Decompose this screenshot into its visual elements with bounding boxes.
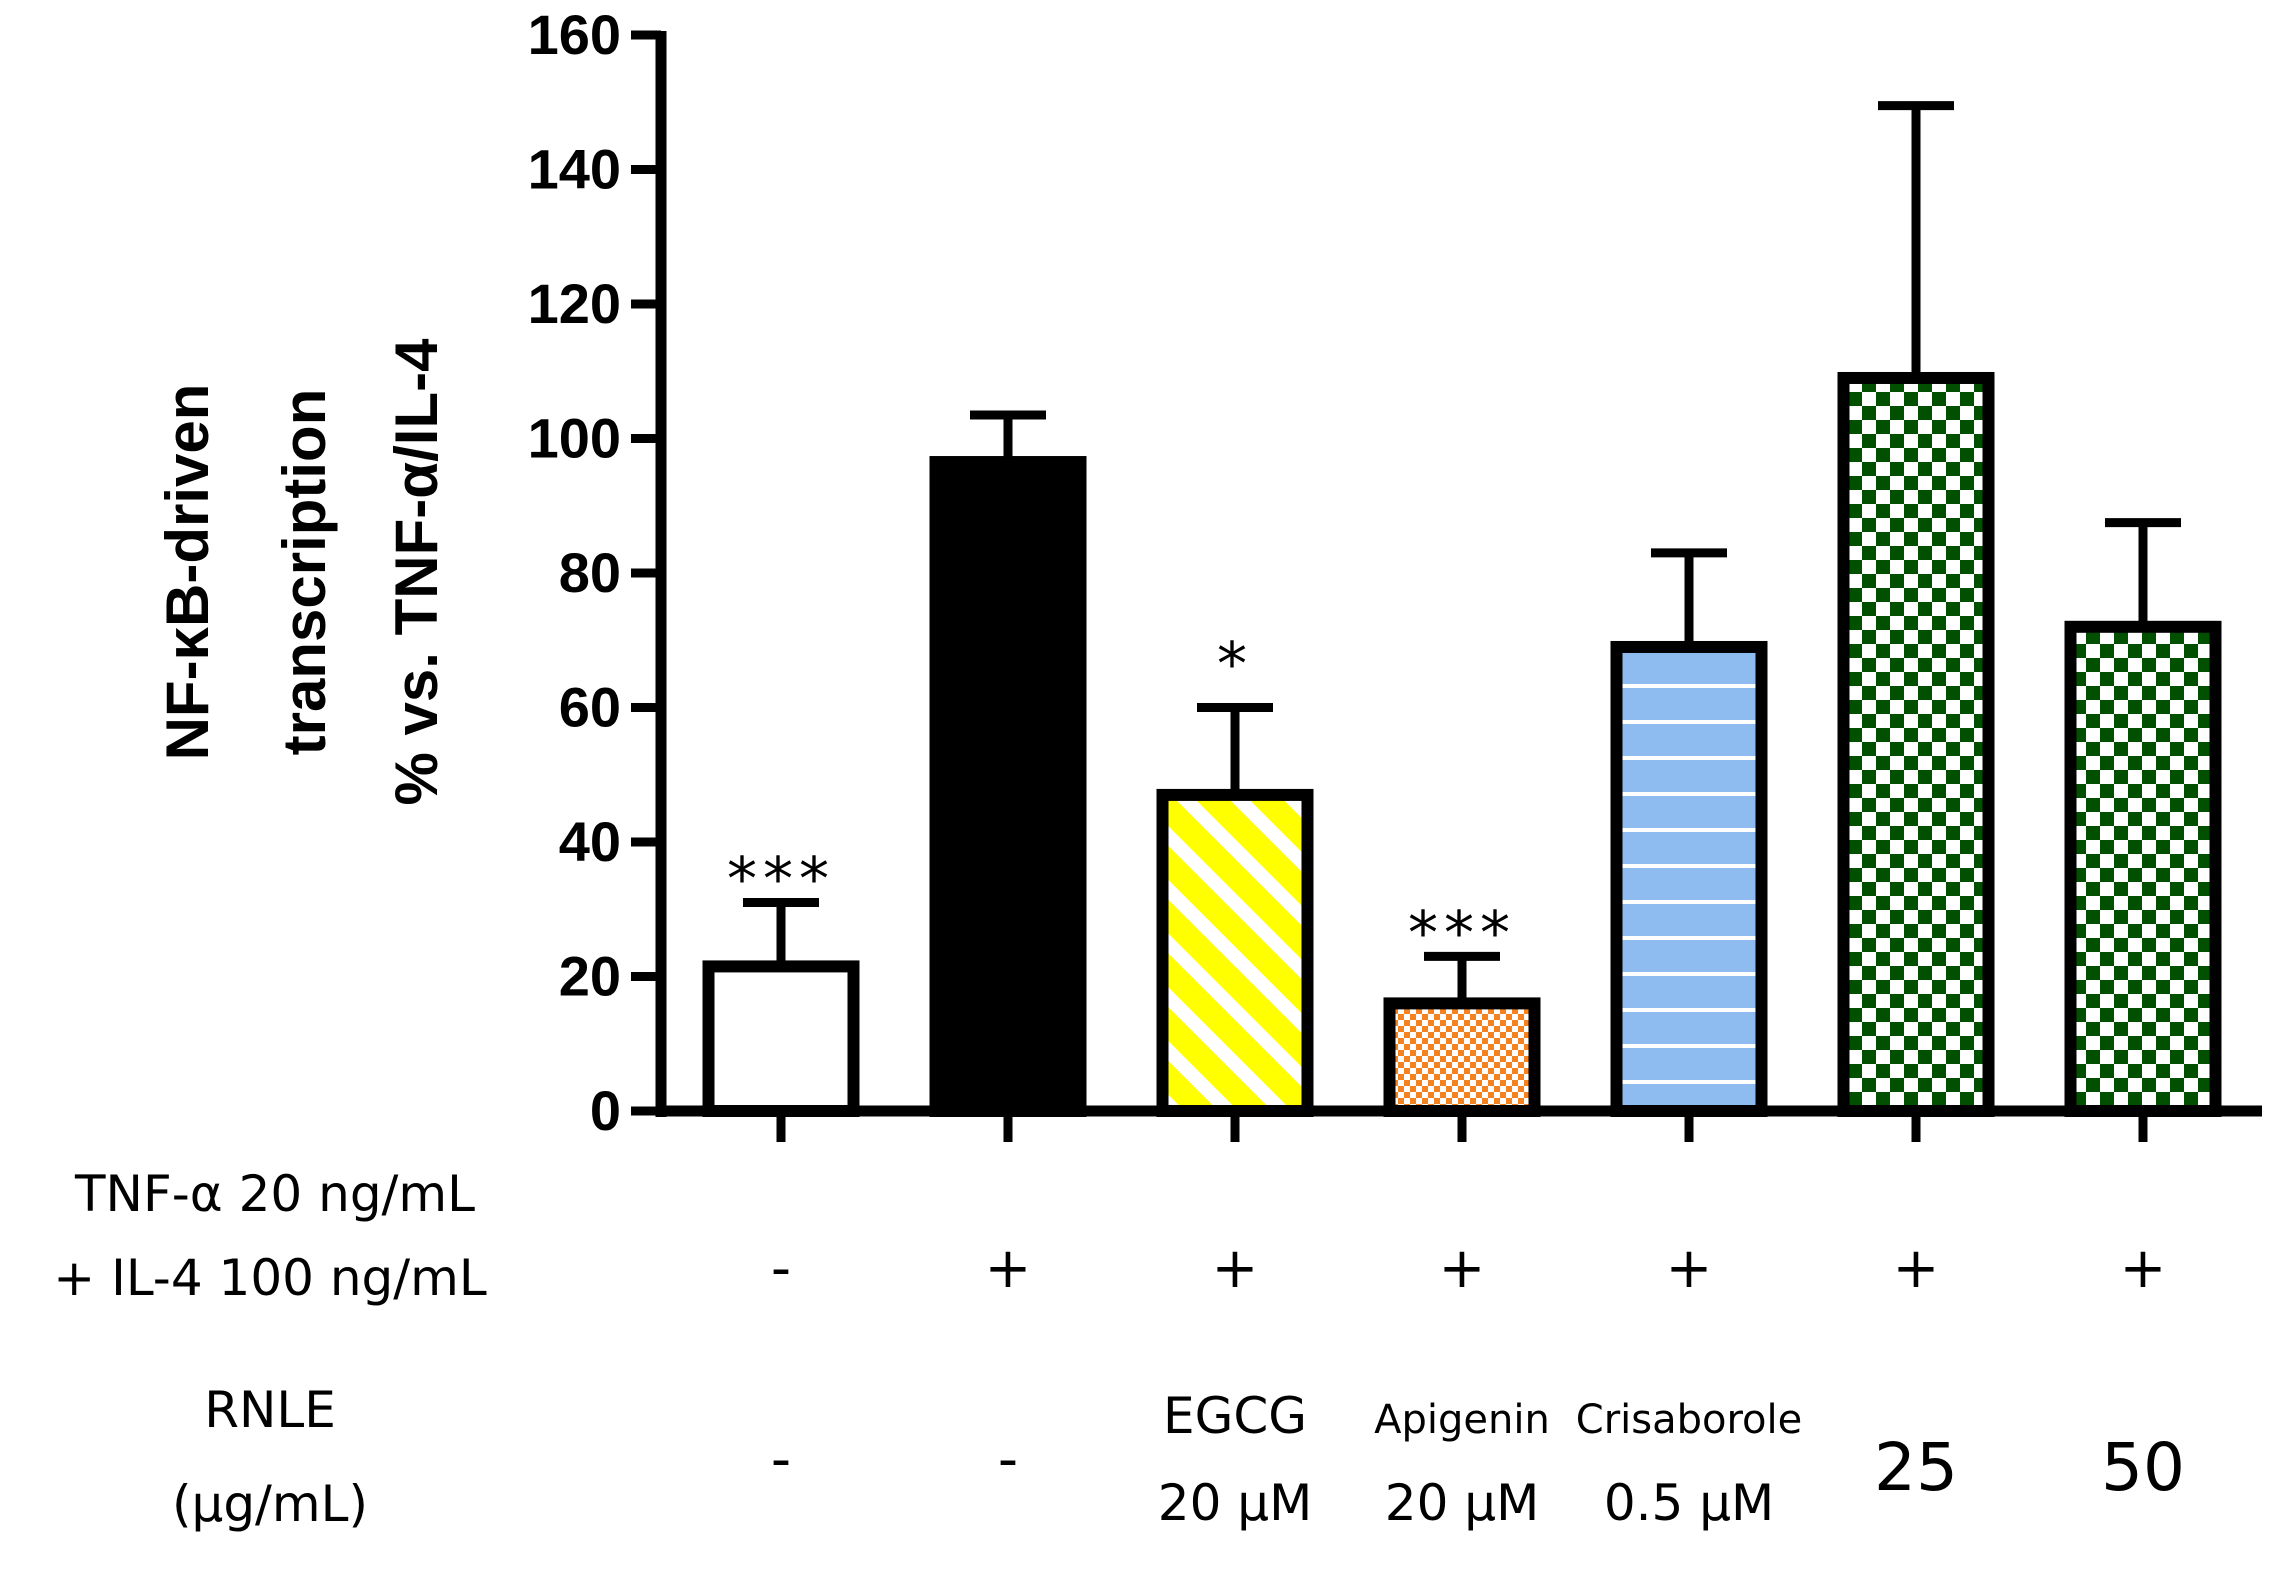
y-tick-label: 140 [528,138,621,201]
y-tick-label: 80 [559,541,621,604]
y-tick-label: 40 [559,810,621,873]
bar [1610,640,1768,1117]
row2-value: 25 [1874,1429,1958,1506]
bar [1156,788,1314,1117]
y-tick-label: 120 [528,272,621,335]
significance-label: *** [1408,898,1516,968]
bar [1837,371,1995,1118]
row1-label-line2: + IL-4 100 ng/mL [53,1249,487,1307]
row2-label-line2: (µg/mL) [172,1475,368,1533]
row2-label-line1: RNLE [204,1381,336,1439]
row1-value: + [985,1236,1032,1301]
y-axis-label-line: NF-κB-driven [154,384,221,761]
row1-value: + [2120,1236,2167,1301]
row1-value: + [1212,1236,1259,1301]
y-tick-label: 160 [528,3,621,66]
bar [1383,997,1541,1118]
y-axis-label-line: transcription [271,389,338,756]
row2-value-bottom: 0.5 µM [1604,1474,1774,1532]
bar [2064,620,2222,1117]
row1-value: - [771,1236,791,1301]
y-tick-label: 100 [528,407,621,470]
row2-value: - [771,1427,791,1492]
significance-label: * [1217,630,1253,700]
y-tick-label: 0 [590,1079,621,1142]
bar [702,960,860,1117]
row2-value-bottom: 20 µM [1385,1474,1539,1532]
y-axis-label-line: % vs. TNF-α/IL-4 [383,338,450,806]
row2-value-top: Crisaborole [1576,1397,1802,1443]
bar [929,456,1087,1118]
row2-value: - [998,1427,1018,1492]
row2-value-top: EGCG [1163,1387,1307,1445]
y-tick-label: 60 [559,676,621,739]
y-tick-label: 20 [559,945,621,1008]
significance-label: *** [727,845,835,915]
row1-value: + [1666,1236,1713,1301]
row1-value: + [1439,1236,1486,1301]
row1-label-line1: TNF-α 20 ng/mL [74,1165,475,1223]
row2-value: 50 [2101,1429,2185,1506]
row1-value: + [1893,1236,1940,1301]
row2-value-top: Apigenin [1374,1397,1550,1443]
row2-value-bottom: 20 µM [1158,1474,1312,1532]
